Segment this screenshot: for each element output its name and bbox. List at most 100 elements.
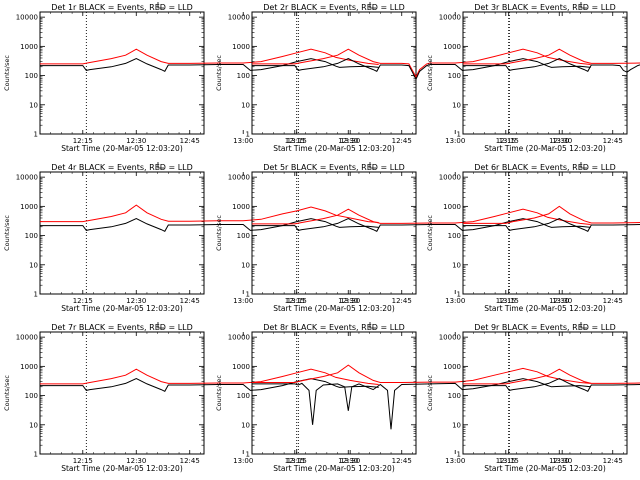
plot-frame xyxy=(251,11,417,135)
x-axis-label: Start Time (20-Mar-05 12:03:20) xyxy=(273,304,395,313)
y-tick-label: 10 xyxy=(241,421,250,429)
y-axis-label: Counts/sec xyxy=(3,55,11,91)
x-tick-label: 13:00 xyxy=(445,297,465,305)
x-tick-label: 12:15 xyxy=(496,297,516,305)
y-tick-label: 1 xyxy=(34,451,38,459)
y-axis-label: Counts/sec xyxy=(3,375,11,411)
y-tick-label: 100 xyxy=(25,392,38,400)
chart-title: Det 2r BLACK = Events, RED = LLD xyxy=(263,3,405,12)
chart-panel-2: 1 10 100 1000 10000 12:15 12:30 12:45 13:00 13:15… xyxy=(215,2,591,153)
y-tick-label: 100 xyxy=(25,232,38,240)
x-axis-label: Start Time (20-Mar-05 12:03:20) xyxy=(484,144,606,153)
lld-rate-line xyxy=(40,48,379,65)
events-rate-line xyxy=(40,218,379,232)
events-rate-line xyxy=(463,58,640,73)
plot-frame xyxy=(462,331,628,455)
y-tick-label: 10000 xyxy=(228,14,250,22)
events-rate-line xyxy=(40,58,379,72)
events-rate-line xyxy=(252,378,591,430)
y-tick-label: 10 xyxy=(452,261,461,269)
y-tick-label: 10 xyxy=(452,101,461,109)
x-axis-label: Start Time (20-Mar-05 12:03:20) xyxy=(273,144,395,153)
y-tick-label: 10000 xyxy=(16,334,38,342)
x-tick-label: 12:15 xyxy=(285,137,305,145)
x-tick-label: 13:30 xyxy=(552,457,572,465)
y-axis-label: Counts/sec xyxy=(215,55,223,91)
corner-mark xyxy=(580,322,587,329)
x-tick-label: 12:30 xyxy=(126,297,146,305)
x-tick-label: 13:15 xyxy=(499,137,519,145)
lld-rate-line xyxy=(252,364,591,384)
chart-panel-5: 1 10 100 1000 10000 12:15 12:30 12:45 13:00 13:15… xyxy=(215,162,591,313)
plot-frame xyxy=(462,171,628,295)
y-tick-label: 10 xyxy=(29,101,38,109)
x-axis-label: Start Time (20-Mar-05 12:03:20) xyxy=(484,304,606,313)
x-tick-label: 12:30 xyxy=(549,297,569,305)
x-axis-label: Start Time (20-Mar-05 12:03:20) xyxy=(61,464,183,473)
chart-title: Det 3r BLACK = Events, RED = LLD xyxy=(474,3,616,12)
y-tick-label: 10000 xyxy=(16,14,38,22)
plot-frame xyxy=(251,331,417,455)
chart-panel-7: 1 10 100 1000 10000 12:15 12:30 12:45 13:00 13:15… xyxy=(3,322,379,473)
x-tick-label: 13:15 xyxy=(287,137,307,145)
y-tick-label: 100 xyxy=(25,72,38,80)
y-tick-label: 10 xyxy=(241,101,250,109)
y-tick-label: 10 xyxy=(29,261,38,269)
y-axis-label: Counts/sec xyxy=(426,375,434,411)
y-tick-label: 10000 xyxy=(439,334,461,342)
corner-mark xyxy=(580,2,587,9)
x-tick-label: 12:45 xyxy=(180,137,200,145)
y-tick-label: 1000 xyxy=(232,43,250,51)
corner-mark xyxy=(580,162,587,169)
events-rate-line xyxy=(252,218,591,232)
x-tick-label: 13:00 xyxy=(445,457,465,465)
corner-mark xyxy=(157,2,164,9)
corner-mark xyxy=(157,322,164,329)
corner-mark xyxy=(369,322,376,329)
x-axis-label: Start Time (20-Mar-05 12:03:20) xyxy=(484,464,606,473)
y-axis-label: Counts/sec xyxy=(426,215,434,251)
y-tick-label: 1000 xyxy=(443,43,461,51)
x-tick-label: 13:30 xyxy=(340,297,360,305)
y-tick-label: 100 xyxy=(237,232,250,240)
y-tick-label: 1 xyxy=(34,291,38,299)
chart-title: Det 1r BLACK = Events, RED = LLD xyxy=(51,3,193,12)
x-tick-label: 13:30 xyxy=(552,137,572,145)
y-tick-label: 1 xyxy=(34,131,38,139)
y-tick-label: 1 xyxy=(246,291,250,299)
corner-mark xyxy=(157,162,164,169)
x-tick-label: 12:45 xyxy=(180,297,200,305)
y-tick-label: 100 xyxy=(448,232,461,240)
y-tick-label: 1000 xyxy=(20,43,38,51)
x-tick-label: 12:15 xyxy=(73,457,93,465)
x-tick-label: 12:45 xyxy=(603,297,623,305)
x-tick-label: 12:30 xyxy=(549,137,569,145)
y-axis-label: Counts/sec xyxy=(3,215,11,251)
lld-rate-line xyxy=(40,204,379,223)
x-tick-label: 12:45 xyxy=(180,457,200,465)
y-axis-label: Counts/sec xyxy=(215,215,223,251)
x-tick-label: 13:15 xyxy=(287,297,307,305)
x-tick-label: 13:30 xyxy=(552,297,572,305)
plot-frame xyxy=(39,11,205,135)
events-rate-line xyxy=(252,58,591,81)
plot-frame xyxy=(251,171,417,295)
y-axis-label: Counts/sec xyxy=(215,375,223,411)
x-tick-label: 13:00 xyxy=(233,297,253,305)
chart-title: Det 8r BLACK = Events, RED = LLD xyxy=(263,323,405,332)
x-tick-label: 13:30 xyxy=(340,137,360,145)
y-tick-label: 1 xyxy=(457,291,461,299)
plot-frame xyxy=(39,171,205,295)
y-tick-label: 1000 xyxy=(20,363,38,371)
x-tick-label: 13:00 xyxy=(233,457,253,465)
x-tick-label: 12:45 xyxy=(392,137,412,145)
y-tick-label: 100 xyxy=(448,72,461,80)
corner-mark xyxy=(369,2,376,9)
x-axis-label: Start Time (20-Mar-05 12:03:20) xyxy=(61,144,183,153)
y-tick-label: 10 xyxy=(29,421,38,429)
lld-rate-line xyxy=(463,368,640,385)
x-tick-label: 12:30 xyxy=(338,457,358,465)
y-axis-label: Counts/sec xyxy=(426,55,434,91)
x-tick-label: 12:30 xyxy=(338,137,358,145)
